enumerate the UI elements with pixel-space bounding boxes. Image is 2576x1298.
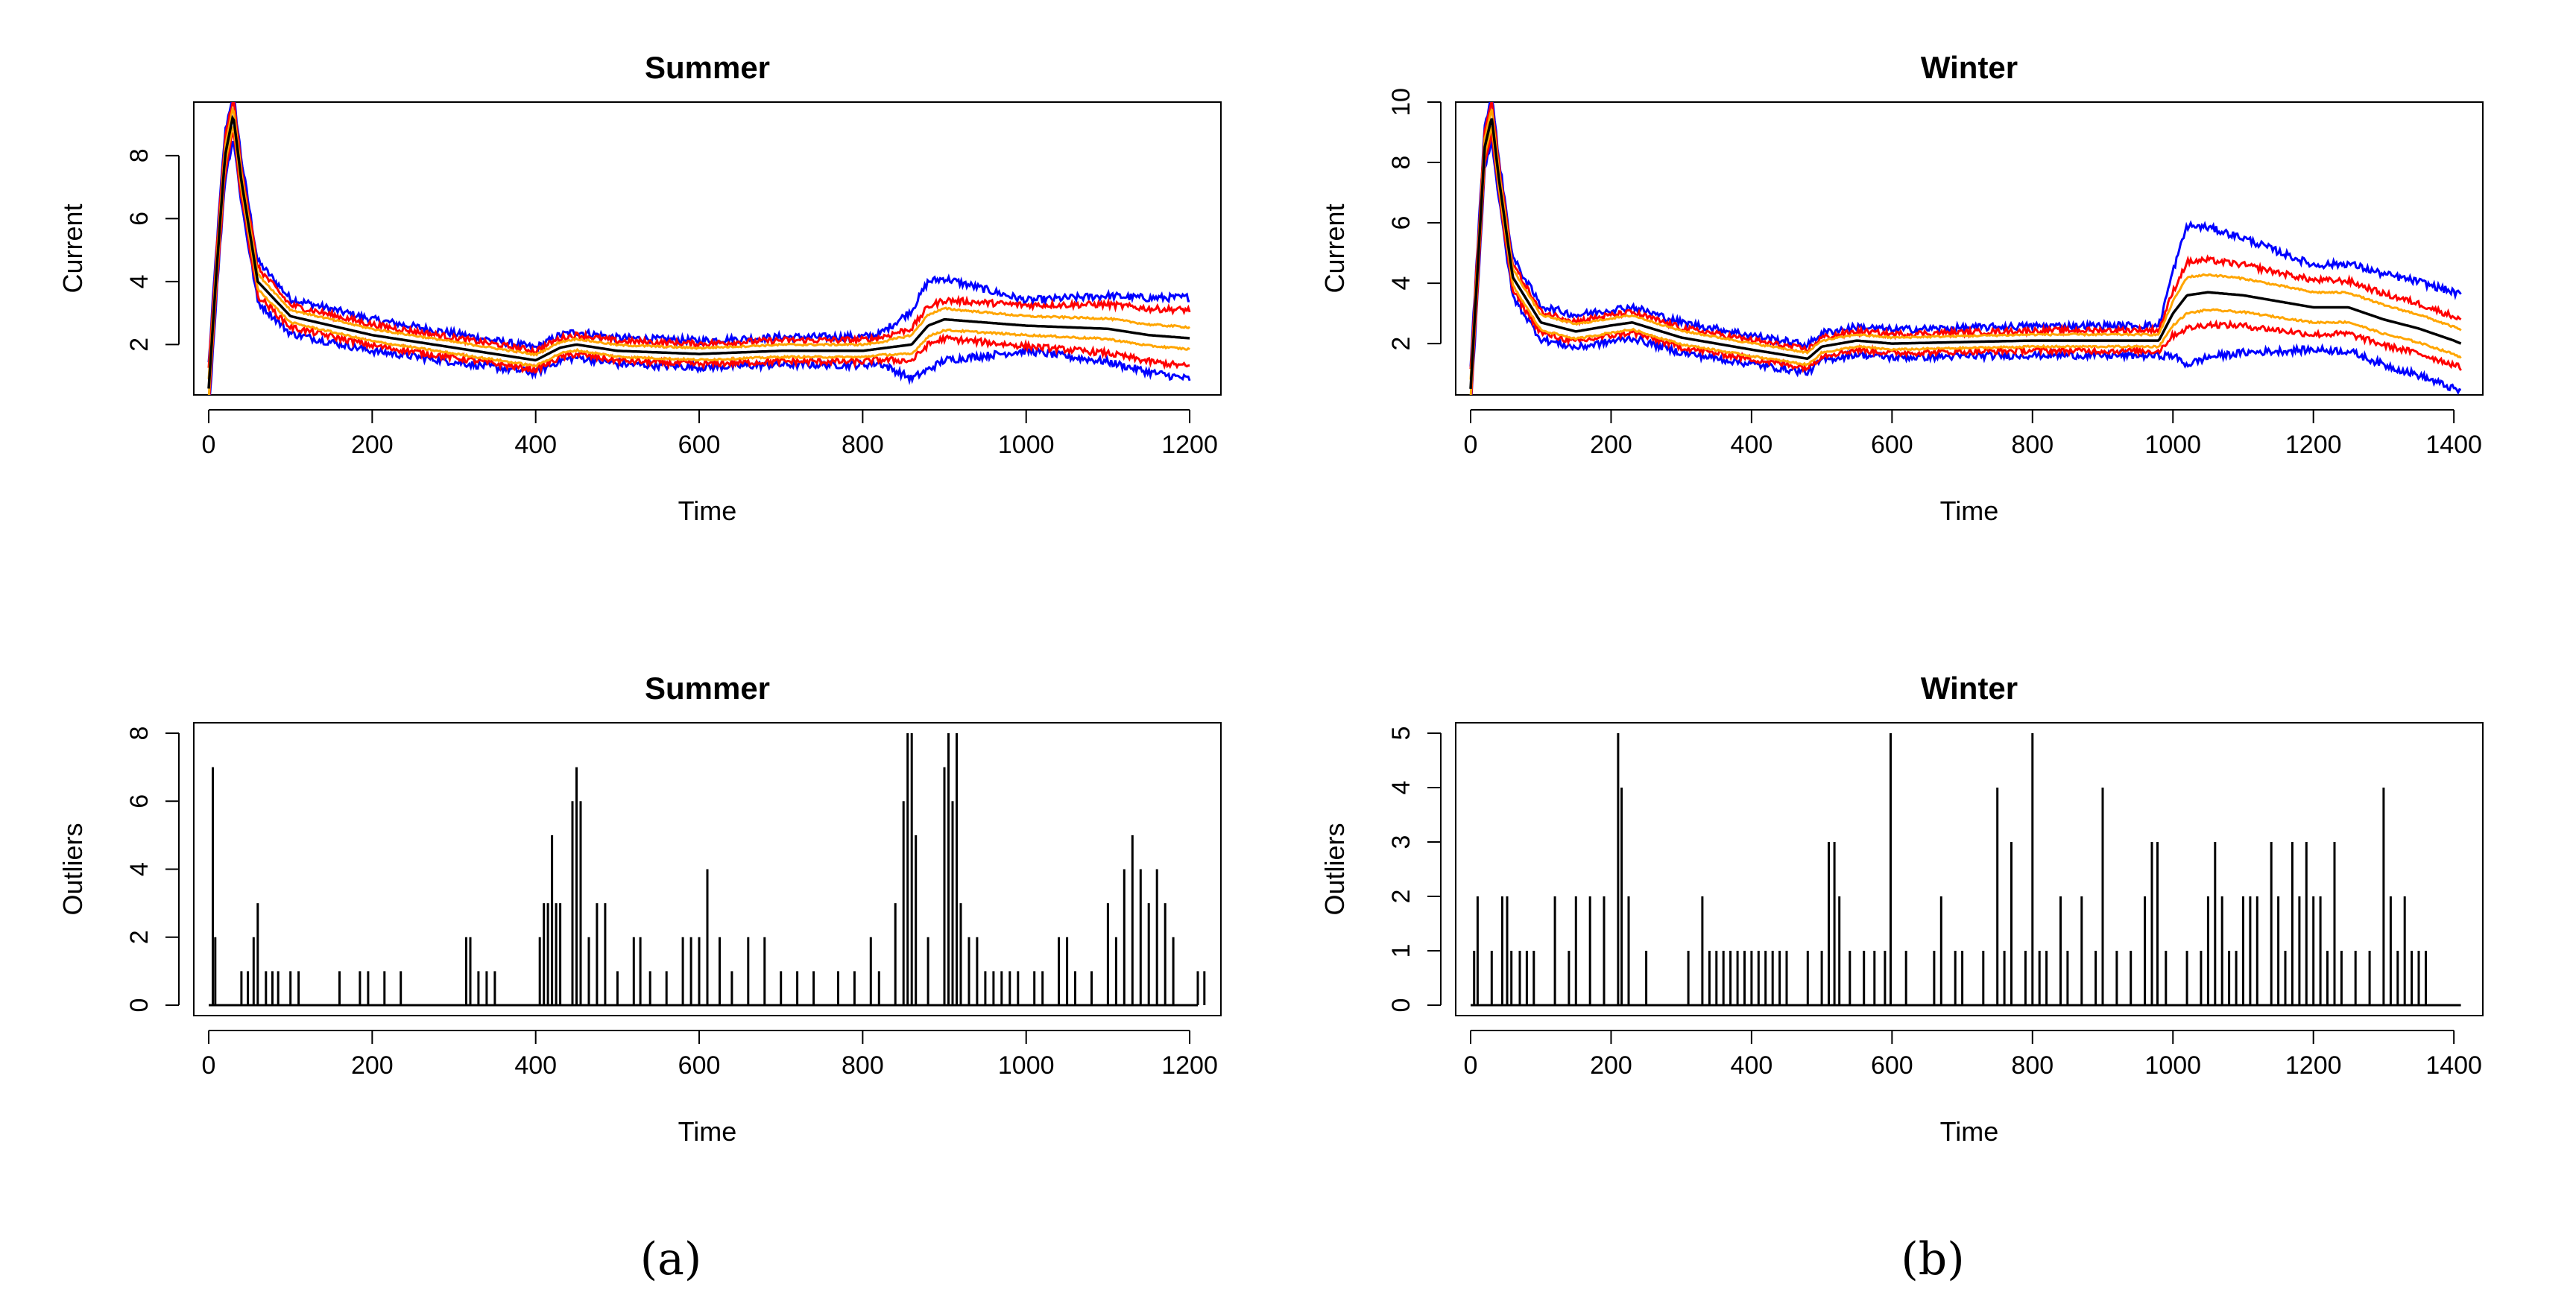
x-tick-label: 1200 [1161, 431, 1218, 459]
y-tick-label: 3 [1387, 835, 1415, 849]
y-tick-label: 5 [1387, 726, 1415, 741]
y-axis-label: Outliers [1319, 823, 1350, 915]
x-tick-label: 200 [351, 1051, 394, 1080]
subfigure-caption-a: (a) [640, 1233, 702, 1285]
y-axis-label: Current [1319, 203, 1350, 293]
x-tick-label: 0 [202, 1051, 216, 1080]
x-tick-label: 800 [842, 431, 884, 459]
plot-frame [193, 101, 1222, 396]
upper-outer-band-line [207, 102, 1190, 363]
x-axis-label: Time [678, 1116, 737, 1147]
y-tick-label: 2 [125, 338, 154, 352]
x-tick-label: 600 [678, 1051, 721, 1080]
x-tick-label: 1400 [2425, 1051, 2482, 1080]
x-tick-label: 400 [514, 431, 557, 459]
chart-title: Summer [645, 50, 770, 85]
y-tick-label: 4 [125, 274, 154, 288]
x-tick-label: 1200 [2285, 1051, 2342, 1080]
upper-band-line [207, 105, 1191, 379]
x-axis-label: Time [1940, 1116, 1999, 1147]
y-tick-label: 8 [125, 726, 154, 741]
x-tick-label: 1000 [998, 1051, 1055, 1080]
x-axis-label: Time [678, 496, 737, 526]
y-tick-label: 4 [1387, 781, 1415, 795]
x-tick-label: 200 [1590, 1051, 1632, 1080]
summer-outliers-panel: Summer 0 200 400 600 800 1000 1200 Time 0 2 4 6 8 Outl… [57, 671, 1222, 1147]
x-tick-label: 0 [202, 431, 216, 459]
x-tick-label: 600 [678, 431, 721, 459]
x-tick-label: 400 [1731, 431, 1773, 459]
subfigure-caption-b: (b) [1901, 1233, 1964, 1285]
y-tick-label: 0 [125, 998, 154, 1013]
chart-title: Winter [1921, 671, 2018, 706]
x-tick-label: 1000 [998, 431, 1055, 459]
plot-frame [193, 722, 1222, 1016]
y-tick-label: 10 [1387, 88, 1415, 116]
y-tick-label: 4 [125, 862, 154, 876]
summer-current-panel: Summer 0 200 400 600 800 1000 1200 Time 2 4 6 8 Curre… [57, 50, 1222, 526]
upper-red-line [207, 102, 1191, 368]
x-tick-label: 200 [1590, 431, 1632, 459]
x-tick-label: 0 [1464, 431, 1478, 459]
x-tick-label: 400 [1731, 1051, 1773, 1080]
lower-outer-band-line [1470, 139, 2462, 395]
x-tick-label: 1000 [2144, 1051, 2201, 1080]
y-tick-label: 8 [1387, 156, 1415, 170]
y-tick-label: 2 [125, 930, 154, 944]
lower-outer-band-line [209, 140, 1191, 395]
y-tick-label: 2 [1387, 337, 1415, 351]
x-tick-label: 600 [1871, 431, 1913, 459]
y-axis-label: Outliers [57, 823, 88, 915]
winter-outliers-panel: Winter 0 200 400 600 800 1000 1200 1400 Time 0 1 2 3 4… [1319, 671, 2484, 1147]
plot-frame [1455, 101, 2484, 396]
y-tick-label: 4 [1387, 276, 1415, 291]
lower-band-line [207, 125, 1190, 395]
y-tick-label: 6 [1387, 216, 1415, 230]
y-tick-label: 2 [1387, 890, 1415, 904]
x-tick-label: 800 [2011, 1051, 2053, 1080]
x-tick-label: 400 [514, 1051, 557, 1080]
x-axis-label: Time [1940, 496, 1999, 526]
y-tick-label: 6 [125, 212, 154, 226]
median-line [1469, 118, 2462, 390]
x-tick-label: 200 [351, 431, 394, 459]
y-tick-label: 1 [1387, 944, 1415, 958]
x-tick-label: 1200 [1161, 1051, 1218, 1080]
chart-title: Summer [645, 671, 770, 706]
upper-red-line [1469, 102, 2462, 370]
x-tick-label: 800 [2011, 431, 2053, 459]
winter-current-panel: Winter 0 200 400 600 800 1000 1200 1400 Time 2 4 6 8 1… [1319, 50, 2484, 526]
y-tick-label: 6 [125, 794, 154, 808]
plot-frame [1455, 722, 2484, 1016]
median-line [207, 114, 1190, 389]
x-tick-label: 600 [1871, 1051, 1913, 1080]
chart-title: Winter [1921, 50, 2018, 85]
upper-outer-band-line [1469, 102, 2462, 367]
lower-red-line [1470, 131, 2462, 395]
x-tick-label: 0 [1464, 1051, 1478, 1080]
y-axis-label: Current [57, 203, 88, 293]
x-tick-label: 1200 [2285, 431, 2342, 459]
lower-red-line [208, 131, 1190, 395]
y-tick-label: 8 [125, 148, 154, 162]
upper-band-line [1469, 109, 2462, 380]
x-tick-label: 1400 [2425, 431, 2482, 459]
x-tick-label: 1000 [2144, 431, 2201, 459]
x-tick-label: 800 [842, 1051, 884, 1080]
lower-band-line [1469, 126, 2462, 395]
y-tick-label: 0 [1387, 998, 1415, 1013]
